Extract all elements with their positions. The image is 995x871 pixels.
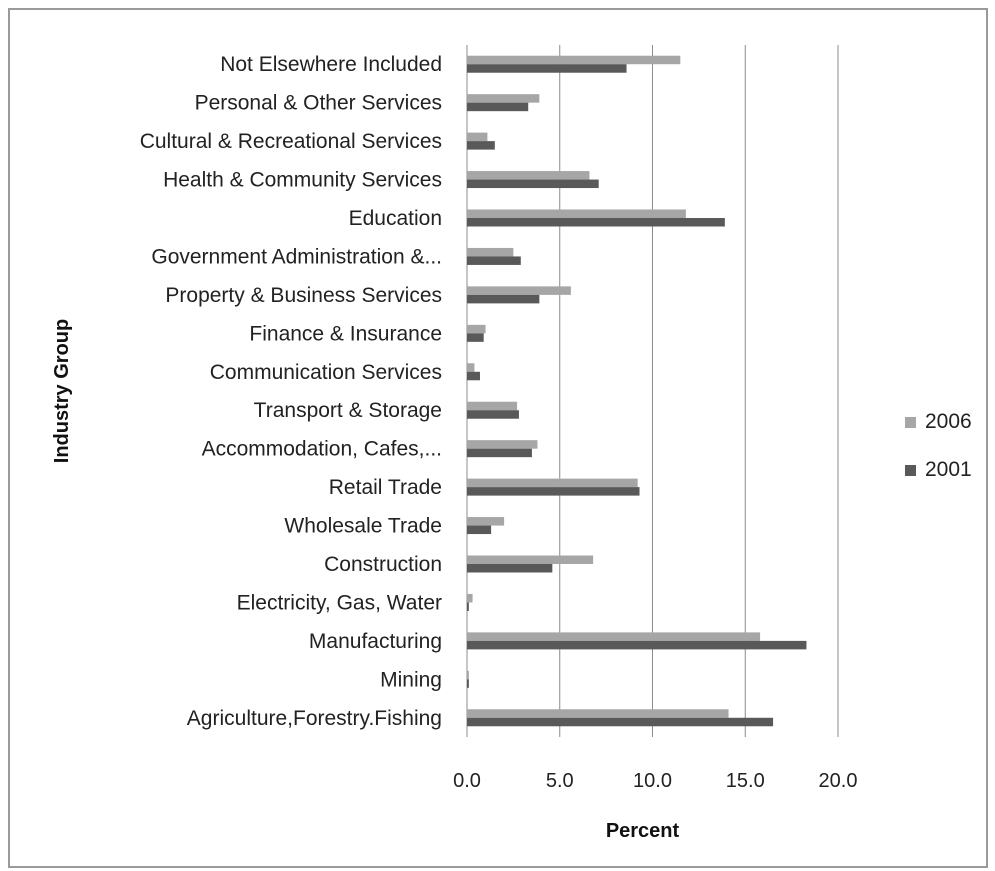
bar-2001 xyxy=(467,679,469,688)
bar-2006 xyxy=(467,670,469,680)
category-label: Manufacturing xyxy=(309,630,442,653)
bar-2006 xyxy=(467,171,590,180)
category-label: Property & Business Services xyxy=(165,284,442,307)
bar-2006 xyxy=(467,517,505,526)
legend-label: 2001 xyxy=(925,458,972,481)
bar-2001 xyxy=(467,294,540,304)
x-tick-label: 10.0 xyxy=(633,770,672,792)
bar-2006 xyxy=(467,555,594,564)
legend-swatch xyxy=(905,417,916,428)
bar-2001 xyxy=(467,487,640,496)
category-label: Government Administration &... xyxy=(151,245,442,268)
bar-2001 xyxy=(467,218,725,227)
bar-2006 xyxy=(467,55,681,65)
bar-2006 xyxy=(467,286,571,295)
category-label: Retail Trade xyxy=(329,476,442,499)
category-label: Cultural & Recreational Services xyxy=(140,130,442,153)
legend-swatch xyxy=(905,465,916,476)
category-label: Agriculture,Forestry.Fishing xyxy=(187,707,442,730)
category-label: Accommodation, Cafes,... xyxy=(202,438,442,461)
category-label: Health & Community Services xyxy=(163,169,442,192)
bar-2006 xyxy=(467,363,475,372)
bar-2001 xyxy=(467,256,521,265)
bar-2006 xyxy=(467,324,486,334)
bar-2001 xyxy=(467,448,532,458)
bar-2001 xyxy=(467,410,519,419)
bar-2001 xyxy=(467,717,774,727)
x-axis-title: Percent xyxy=(606,820,680,842)
bar-2006 xyxy=(467,632,761,641)
legend-label: 2006 xyxy=(925,410,972,433)
x-tick-label: 20.0 xyxy=(819,770,858,792)
x-tick-label: 15.0 xyxy=(726,770,765,792)
category-labels: Not Elsewhere Included Personal & Other S… xyxy=(140,53,442,730)
bar-2001 xyxy=(467,640,807,650)
bar-2001 xyxy=(467,564,553,573)
category-label: Electricity, Gas, Water xyxy=(237,591,442,614)
category-label: Finance & Insurance xyxy=(249,322,442,345)
bar-2001 xyxy=(467,602,469,611)
legend: 2006 2001 xyxy=(905,410,972,481)
x-tick-label: 0.0 xyxy=(453,770,481,792)
gridlines xyxy=(466,45,839,737)
bar-2006 xyxy=(467,401,518,411)
bar-2001 xyxy=(467,102,529,112)
x-tick-labels: 0.0 5.0 10.0 15.0 20.0 xyxy=(453,770,857,792)
x-tick-label: 5.0 xyxy=(546,770,574,792)
bar-2006 xyxy=(467,478,638,488)
category-label: Not Elsewhere Included xyxy=(220,53,442,76)
bars xyxy=(467,55,807,727)
bar-2001 xyxy=(467,141,495,150)
category-label: Wholesale Trade xyxy=(284,515,442,538)
y-axis-title: Industry Group xyxy=(51,319,73,463)
bar-2001 xyxy=(467,64,627,73)
category-label: Education xyxy=(349,207,442,230)
category-label: Mining xyxy=(380,668,442,691)
bar-2006 xyxy=(467,593,473,603)
bar-2001 xyxy=(467,371,480,381)
bar-2006 xyxy=(467,247,514,257)
bar-2006 xyxy=(467,94,540,103)
bar-2001 xyxy=(467,525,492,535)
bar-2006 xyxy=(467,709,729,718)
bar-2006 xyxy=(467,132,488,142)
category-label: Personal & Other Services xyxy=(195,92,442,115)
category-label: Transport & Storage xyxy=(254,399,442,422)
category-label: Construction xyxy=(324,553,442,576)
bar-2006 xyxy=(467,440,538,449)
category-label: Communication Services xyxy=(210,361,442,384)
bar-2006 xyxy=(467,209,686,218)
bar-2001 xyxy=(467,179,599,189)
bar-2001 xyxy=(467,333,484,342)
